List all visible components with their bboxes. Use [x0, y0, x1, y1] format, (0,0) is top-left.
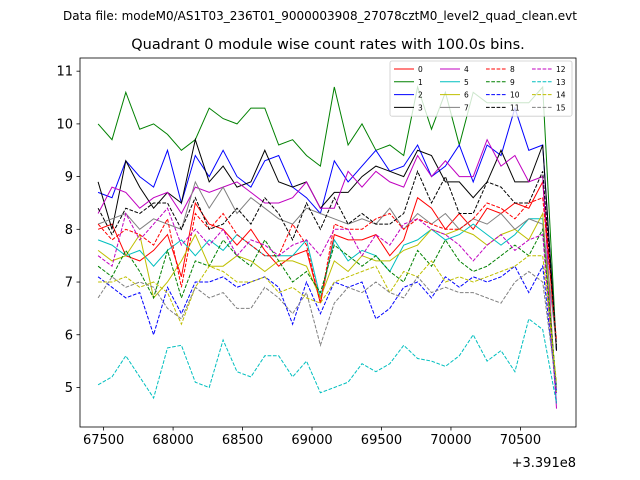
x-tick-label: 69500 — [361, 433, 402, 448]
legend-label-4: 4 — [464, 65, 469, 74]
x-tick-label: 67500 — [83, 433, 124, 448]
series-line-15 — [97, 270, 557, 388]
series-line-9 — [97, 227, 557, 388]
series-line-13 — [97, 318, 557, 404]
axes-frame — [79, 57, 577, 428]
y-tick-label: 9 — [65, 170, 73, 185]
series-line-2 — [97, 106, 557, 351]
series-line-11 — [97, 169, 557, 346]
legend-label-9: 9 — [510, 78, 515, 87]
legend-label-7: 7 — [464, 103, 469, 112]
plot-area: 67500 68000 68500 69000 69500 70000 70500 5 6 7 8 9… — [56, 57, 577, 448]
series-line-6 — [97, 211, 557, 393]
y-tick-label: 10 — [56, 117, 73, 132]
legend-label-13: 13 — [556, 78, 566, 87]
x-offset-label: +3.391e8 — [512, 456, 576, 471]
series-line-14 — [98, 255, 557, 383]
legend-label-14: 14 — [556, 91, 566, 100]
series-line-3 — [97, 137, 557, 351]
x-tick-label: 70000 — [430, 433, 471, 448]
y-tick-label: 11 — [56, 65, 73, 80]
series-line-4 — [97, 138, 557, 409]
series-line-12 — [97, 207, 557, 404]
x-tick-label: 68000 — [152, 433, 193, 448]
series-line-7 — [97, 180, 557, 346]
legend-label-3: 3 — [418, 103, 423, 112]
legend-label-6: 6 — [464, 91, 469, 100]
legend-label-5: 5 — [464, 78, 469, 87]
legend-label-0: 0 — [418, 65, 423, 74]
x-tick-label: 69000 — [291, 433, 332, 448]
y-tick-label: 6 — [65, 328, 73, 343]
chart-title: Quadrant 0 module wise count rates with … — [131, 37, 525, 53]
y-tick-label: 8 — [65, 223, 73, 238]
y-tick-label: 7 — [65, 276, 73, 291]
legend-box — [389, 60, 573, 117]
y-tick-label: 5 — [65, 381, 73, 396]
legend-label-1: 1 — [418, 78, 423, 87]
x-tick-label: 68500 — [222, 433, 263, 448]
data-file-suptitle: Data file: modeM0/AS1T03_236T01_90000039… — [63, 9, 577, 23]
legend-label-15: 15 — [556, 103, 566, 112]
legend-label-2: 2 — [418, 91, 423, 100]
x-tick-label: 70500 — [500, 433, 541, 448]
legend-label-12: 12 — [556, 65, 566, 74]
legend-label-11: 11 — [510, 103, 520, 112]
legend-label-8: 8 — [510, 65, 515, 74]
legend-label-10: 10 — [510, 91, 520, 100]
series-line-5 — [97, 218, 557, 404]
series-line-8 — [97, 196, 557, 341]
